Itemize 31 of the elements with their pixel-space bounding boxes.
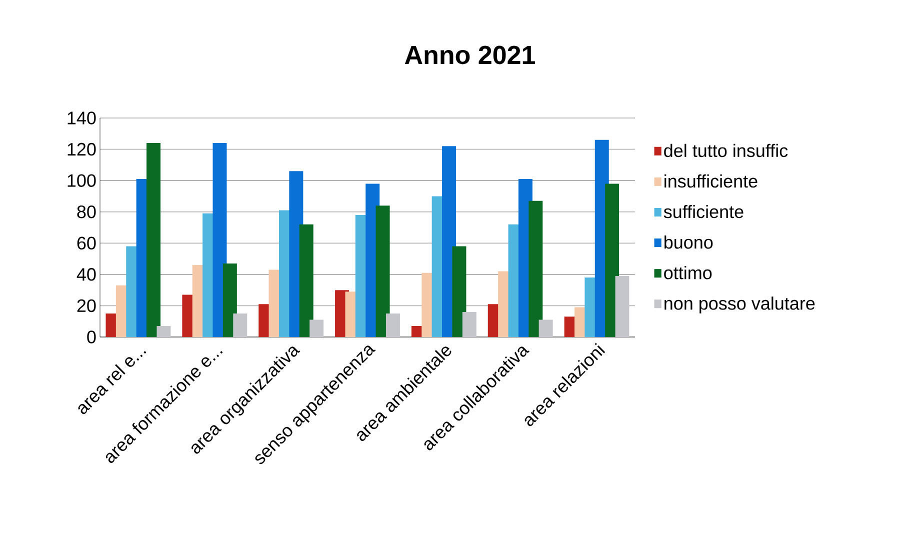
- bar: [605, 184, 620, 337]
- bar: [233, 314, 248, 337]
- x-tick-label: area rel e...: [78, 351, 146, 414]
- y-tick-label: 0: [87, 330, 96, 344]
- bar: [212, 143, 227, 337]
- bar: [156, 326, 171, 337]
- bar: [615, 276, 630, 337]
- legend-label: non posso valutare: [664, 296, 815, 314]
- bar: [386, 314, 400, 337]
- bar: [310, 320, 324, 337]
- y-tick-label: 60: [77, 236, 96, 250]
- legend-label: ottimo: [664, 266, 712, 280]
- bar: [452, 246, 466, 337]
- bar: [222, 263, 237, 337]
- chart-title: Anno 2021: [404, 46, 535, 64]
- bar: [528, 200, 543, 337]
- bar: [462, 312, 476, 337]
- y-tick-label: 140: [68, 112, 96, 124]
- bar: [538, 320, 553, 337]
- bar: [376, 206, 390, 337]
- y-tick-label: 100: [68, 174, 96, 187]
- legend-label: insufficiente: [664, 174, 758, 188]
- bar: [146, 143, 160, 337]
- y-tick-label: 80: [77, 205, 96, 218]
- legend-label: del tutto insuffic: [664, 144, 788, 158]
- legend-label: buono: [664, 235, 713, 249]
- y-tick-label: 40: [76, 268, 96, 281]
- y-tick-label: 20: [77, 299, 96, 312]
- bar: [299, 224, 314, 337]
- y-tick-label: 120: [68, 142, 96, 156]
- legend-label: sufficiente: [664, 204, 744, 218]
